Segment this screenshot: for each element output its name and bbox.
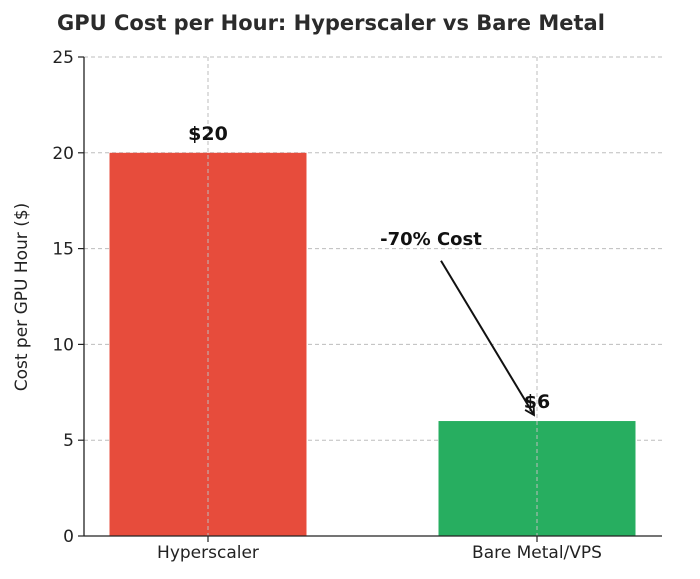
- x-tick-label: Hyperscaler: [157, 543, 259, 563]
- y-tick-label: 20: [52, 144, 74, 164]
- y-tick-label: 5: [63, 431, 74, 451]
- y-axis-label: Cost per GPU Hour ($): [12, 203, 32, 392]
- axes-layer: 0 5 10 15 20 25 Hyperscaler Bare Metal/VPS: [52, 48, 662, 563]
- grid-layer: [84, 56, 662, 441]
- bars-layer: [109, 57, 636, 537]
- bar-value-label: $6: [524, 391, 550, 413]
- y-tick-label: 10: [52, 335, 74, 355]
- chart-title: GPU Cost per Hour: Hyperscaler vs Bare M…: [57, 11, 605, 35]
- annotation-text: -70% Cost: [380, 229, 482, 250]
- annotation-arrow: [440, 260, 535, 417]
- y-tick-label: 25: [52, 48, 74, 68]
- y-tick-label: 15: [52, 240, 74, 260]
- y-tick-label: 0: [63, 527, 74, 547]
- x-tick-label: Bare Metal/VPS: [472, 543, 602, 563]
- labels-layer: $20 $6 -70% Cost: [188, 123, 550, 417]
- bar-value-label: $20: [188, 123, 228, 145]
